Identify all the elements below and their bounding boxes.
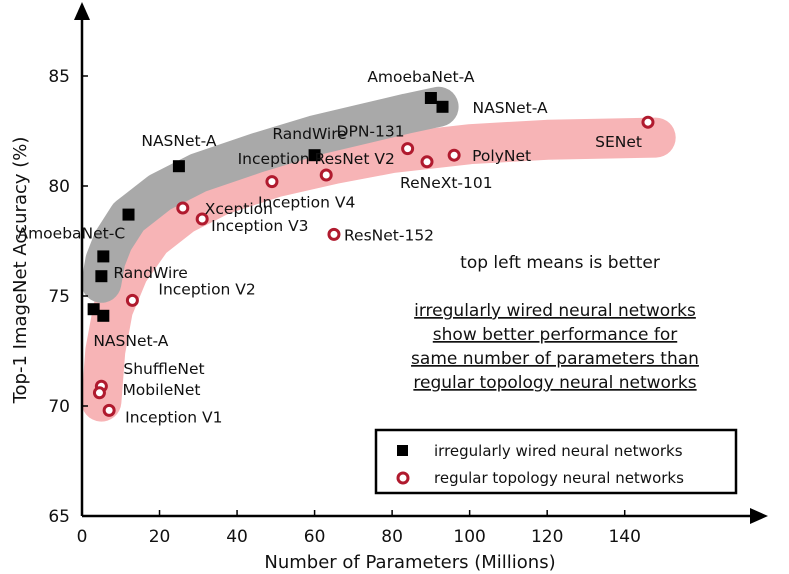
y-axis-ticks: 65 70 75 80 85 bbox=[48, 67, 88, 527]
y-tick-label: 65 bbox=[48, 507, 70, 527]
regular-point-label: MobileNet bbox=[122, 381, 200, 399]
irregular-point-label: NASNet-A bbox=[141, 132, 216, 150]
regular-point bbox=[447, 148, 461, 162]
irregular-point bbox=[172, 160, 185, 173]
x-axis-title: Number of Parameters (Millions) bbox=[264, 552, 555, 573]
legend-entry-irregular: irregularly wired neural networks bbox=[434, 442, 683, 460]
x-tick-label: 0 bbox=[77, 527, 88, 547]
irregular-trend-band bbox=[81, 86, 459, 303]
annotation-claim-line-2: show better performance for bbox=[433, 325, 677, 345]
legend-ring-marker-icon bbox=[396, 471, 410, 485]
regular-point bbox=[420, 155, 434, 169]
y-tick-label: 80 bbox=[48, 177, 70, 197]
y-axis-title: Top-1 ImageNet Accuracy (%) bbox=[10, 137, 31, 405]
regular-point-label: ShuffleNet bbox=[123, 360, 204, 378]
series-regular bbox=[92, 115, 655, 417]
irregular-point bbox=[308, 149, 321, 162]
regular-point bbox=[641, 115, 655, 129]
regular-point bbox=[92, 386, 106, 400]
x-tick-label: 60 bbox=[304, 527, 326, 547]
y-axis-arrow-icon bbox=[74, 2, 90, 20]
regular-point bbox=[327, 227, 341, 241]
annotation-claim: irregularly wired neural networks show b… bbox=[411, 301, 699, 393]
trend-bands bbox=[81, 86, 676, 422]
x-tick-label: 20 bbox=[149, 527, 171, 547]
regular-point-label: Xception bbox=[205, 200, 273, 218]
regular-point-label: DPN-131 bbox=[337, 123, 405, 141]
y-tick-label: 75 bbox=[48, 287, 70, 307]
irregular-point-label: AmoebaNet-A bbox=[367, 68, 475, 86]
irregular-point bbox=[122, 208, 135, 221]
x-tick-label: 80 bbox=[381, 527, 403, 547]
regular-point bbox=[102, 403, 116, 417]
legend: irregularly wired neural networks regula… bbox=[374, 428, 738, 495]
x-axis-arrow-icon bbox=[750, 508, 768, 524]
irregular-point bbox=[436, 100, 449, 113]
annotation-top-left-better: top left means is better bbox=[460, 253, 660, 273]
regular-point-label: Inception ResNet V2 bbox=[238, 150, 395, 168]
regular-point-label: ResNet-152 bbox=[344, 226, 434, 244]
x-tick-label: 40 bbox=[226, 527, 248, 547]
x-tick-label: 100 bbox=[453, 527, 485, 547]
irregular-point-label: AmoebaNet-C bbox=[17, 224, 125, 242]
regular-point-label: Inception V3 bbox=[211, 217, 308, 235]
irregular-point-label: RandWire bbox=[113, 264, 187, 282]
regular-point-label: Inception V4 bbox=[258, 194, 355, 212]
point-labels: AmoebaNet-A NASNet-A RandWire NASNet-A Amoeb… bbox=[17, 68, 641, 426]
regular-point-label: Inception V1 bbox=[125, 408, 222, 426]
regular-point-label: ReNeXt-101 bbox=[400, 174, 493, 192]
legend-entry-regular: regular topology neural networks bbox=[434, 469, 684, 487]
regular-point bbox=[125, 293, 139, 307]
regular-point bbox=[401, 142, 415, 156]
regular-point bbox=[195, 212, 209, 226]
legend-box bbox=[374, 428, 738, 495]
annotation-claim-line-4: regular topology neural networks bbox=[413, 373, 696, 393]
irregular-point-label: NASNet-A bbox=[93, 332, 168, 350]
regular-point-label: SENet bbox=[595, 133, 642, 151]
irregular-point bbox=[87, 303, 100, 316]
irregular-point-label: NASNet-A bbox=[473, 99, 548, 117]
regular-point bbox=[176, 201, 190, 215]
regular-trend-band bbox=[81, 117, 676, 422]
irregular-point bbox=[424, 92, 437, 104]
series-irregular bbox=[87, 92, 449, 322]
annotation-claim-line-1: irregularly wired neural networks bbox=[414, 301, 696, 321]
x-tick-label: 120 bbox=[531, 527, 563, 547]
regular-point-label: PolyNet bbox=[472, 147, 531, 165]
regular-point-label: Inception V2 bbox=[158, 280, 255, 298]
y-tick-label: 85 bbox=[48, 67, 70, 87]
irregular-point-label: RandWire bbox=[272, 125, 346, 143]
y-tick-label: 70 bbox=[48, 397, 70, 417]
irregular-point bbox=[97, 250, 110, 263]
annotation-claim-line-3: same number of parameters than bbox=[411, 349, 699, 369]
x-tick-label: 140 bbox=[608, 527, 640, 547]
irregular-point bbox=[95, 270, 108, 283]
regular-point bbox=[319, 168, 333, 182]
regular-point bbox=[265, 175, 279, 189]
irregular-point bbox=[97, 309, 110, 322]
x-axis-ticks: 0 20 40 60 80 100 120 140 bbox=[77, 510, 641, 547]
legend-square-marker-icon bbox=[397, 445, 408, 456]
